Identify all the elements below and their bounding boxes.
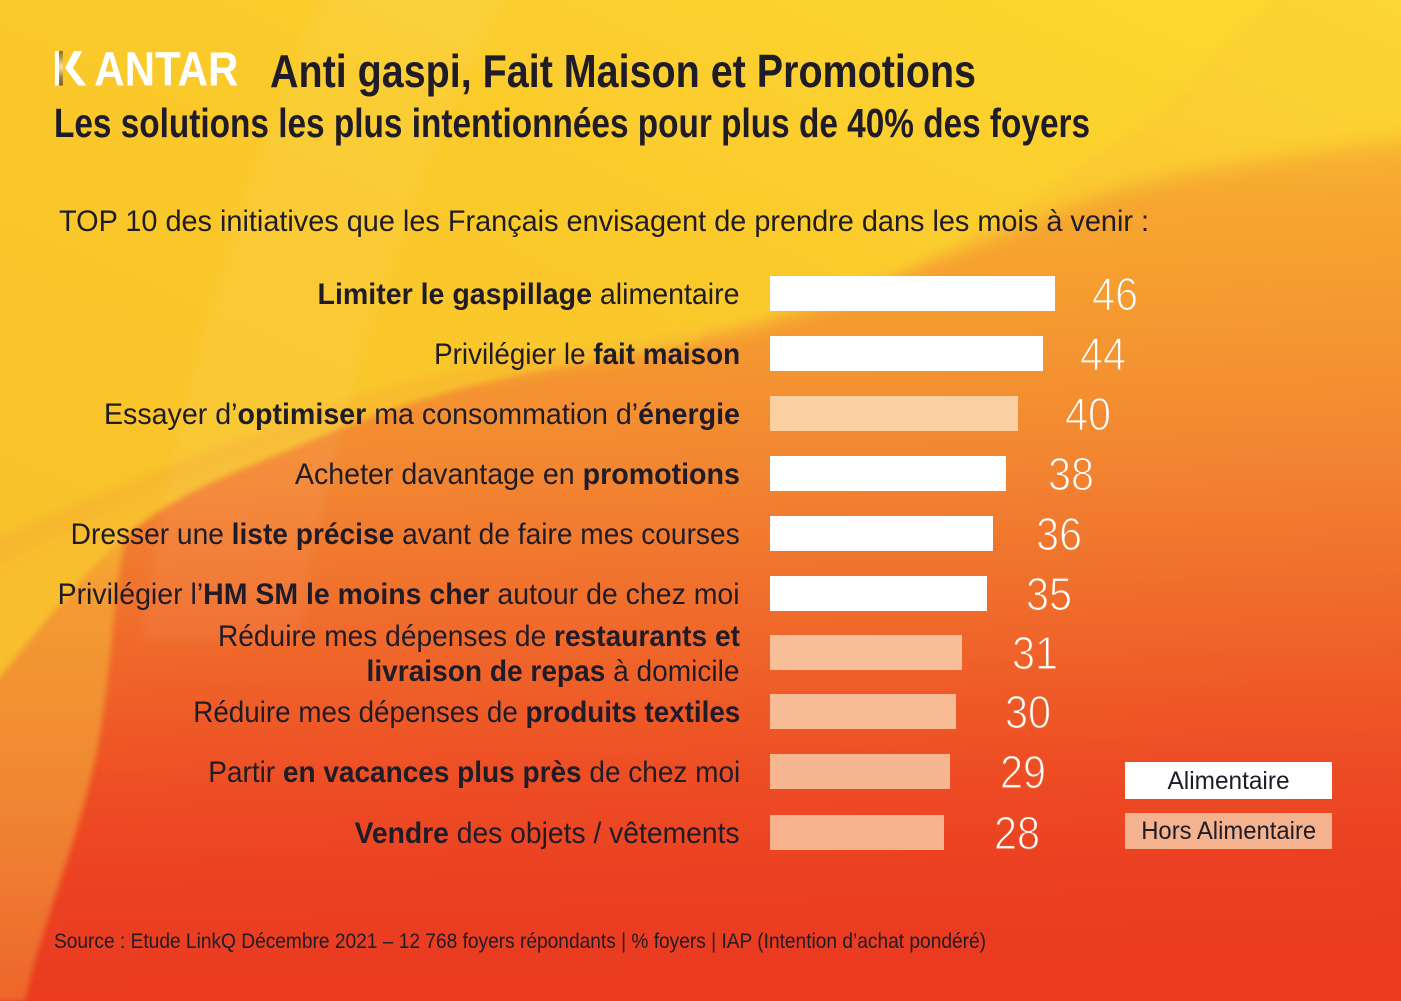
svg-text:ANTAR: ANTAR: [94, 46, 238, 96]
